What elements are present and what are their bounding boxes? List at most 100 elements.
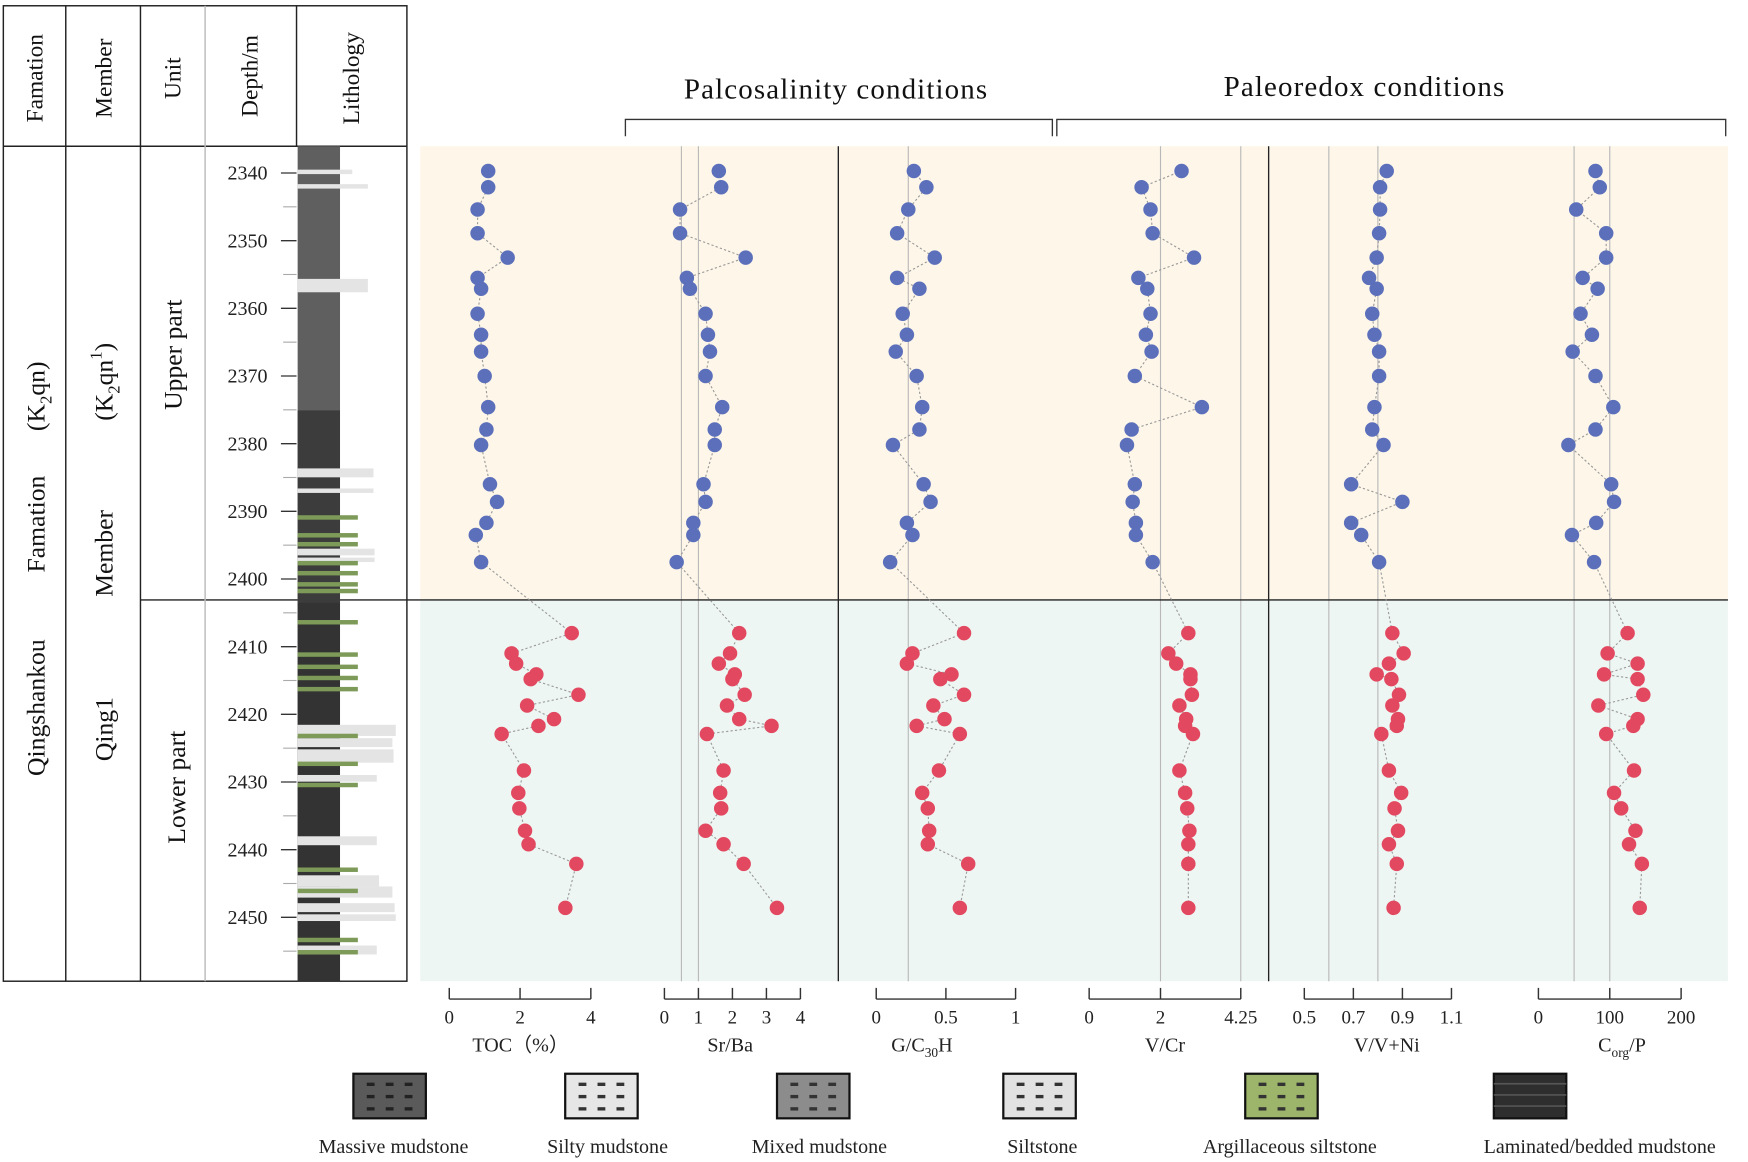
pattern-mark: [790, 1082, 799, 1087]
lower-point-corgp: [1613, 801, 1629, 816]
lower-part-background: [420, 599, 1728, 982]
upper-point-vvni: [1361, 270, 1377, 286]
argillaceous-siltstone-band: [297, 582, 358, 587]
pattern-mark: [597, 1107, 606, 1111]
upper-point-vvni: [1372, 202, 1388, 217]
lower-point-vvni: [1374, 726, 1389, 742]
lower-point-vvni: [1386, 900, 1401, 916]
upper-point-corgp: [1606, 399, 1621, 415]
upper-point-corgp: [1606, 494, 1622, 510]
upper-point-vcr: [1186, 250, 1202, 265]
salinity-group-title: Palcosalinity conditions: [684, 73, 988, 105]
upper-point-gam: [889, 270, 905, 286]
lower-point-gam: [920, 801, 936, 816]
pattern-mark: [828, 1082, 837, 1087]
argillaceous-siltstone-band: [297, 686, 358, 692]
lower-point-gam: [944, 667, 959, 682]
pattern-mark: [366, 1082, 375, 1087]
pattern-mark: [578, 1107, 587, 1111]
lower-point-vvni: [1381, 837, 1397, 852]
upper-point-corgp: [1584, 327, 1600, 342]
upper-point-corgp: [1598, 250, 1614, 265]
lower-point-vvni: [1389, 718, 1405, 734]
silty-mudstone-band: [297, 468, 374, 478]
lower-point-vvni: [1381, 656, 1397, 671]
upper-part-background: [420, 146, 1728, 600]
lower-point-srba: [769, 900, 785, 916]
upper-point-srba: [698, 494, 713, 510]
panel-gam: 0 0.5 1 G/C30H: [871, 163, 1020, 1060]
upper-point-vcr: [1131, 270, 1146, 286]
depth-tick-label: 2360: [227, 298, 267, 320]
x-tick-label: 0: [1534, 1008, 1543, 1029]
label-main: C: [1598, 1034, 1611, 1056]
silty-mudstone-band: [297, 836, 377, 846]
panel-toc: 0 2 4 TOC（%）: [445, 163, 596, 1056]
silty-mudstone-band: [297, 774, 377, 782]
argillaceous-siltstone-band: [297, 560, 358, 566]
upper-point-vcr: [1125, 494, 1140, 510]
upper-point-vcr: [1194, 399, 1210, 415]
legend-label: Laminated/bedded mudstone: [1484, 1136, 1716, 1158]
argillaceous-siltstone-band: [297, 675, 358, 681]
pattern-mark: [616, 1082, 625, 1087]
label-sub: org: [1612, 1045, 1630, 1060]
lower-point-gam: [960, 856, 976, 872]
pattern-mark: [790, 1107, 799, 1111]
lower-point-vcr: [1172, 763, 1187, 778]
upper-point-gam: [912, 281, 927, 296]
lower-point-srba: [725, 671, 740, 687]
upper-point-toc: [479, 515, 494, 531]
silty-mudstone-band: [297, 548, 375, 556]
lower-point-toc: [517, 823, 533, 838]
x-tick-label: 0.9: [1391, 1008, 1415, 1029]
pattern-mark: [1035, 1094, 1044, 1099]
upper-point-gam: [888, 344, 903, 359]
x-axis-label-toc: TOC（%）: [472, 1033, 569, 1056]
pattern-mark: [828, 1094, 837, 1099]
upper-point-vvni: [1367, 327, 1382, 342]
lower-point-vcr: [1185, 726, 1201, 742]
upper-point-gam: [899, 327, 915, 342]
depth-tick-label: 2350: [227, 230, 267, 252]
lower-point-gam: [952, 900, 968, 916]
legend-item: Siltstone: [1002, 1072, 1078, 1158]
lower-point-vvni: [1387, 801, 1402, 816]
upper-point-corgp: [1564, 527, 1580, 543]
upper-point-vvni: [1353, 527, 1369, 543]
legend-item: Laminated/bedded mudstone: [1484, 1072, 1716, 1158]
upper-point-toc: [473, 344, 489, 359]
upper-point-corgp: [1598, 225, 1614, 241]
upper-point-vvni: [1371, 554, 1387, 570]
label-main: Sr/Ba: [707, 1034, 753, 1056]
x-tick-label: 4.25: [1224, 1008, 1257, 1029]
lower-point-vcr: [1181, 837, 1196, 852]
argillaceous-siltstone-band: [297, 570, 358, 576]
upper-point-toc: [477, 368, 492, 384]
lower-point-toc: [569, 856, 584, 872]
lower-point-toc: [512, 801, 527, 816]
lower-point-srba: [716, 837, 731, 852]
pattern-mark: [366, 1107, 375, 1111]
lower-point-gam: [926, 698, 941, 713]
upper-point-vvni: [1371, 225, 1387, 241]
depth-tick-label: 2390: [227, 501, 267, 523]
upper-point-vvni: [1367, 399, 1382, 415]
lower-point-corgp: [1626, 763, 1642, 778]
label-tail: /P: [1629, 1034, 1646, 1056]
legend-swatch: [775, 1072, 851, 1120]
laminated-mudstone-band: [297, 602, 341, 982]
strat-table: [2, 5, 408, 982]
silty-mudstone-band: [297, 914, 396, 922]
lower-point-toc: [511, 785, 526, 801]
upper-point-corgp: [1586, 554, 1602, 570]
upper-point-gam: [919, 179, 934, 195]
lower-point-toc: [571, 687, 586, 702]
upper-point-gam: [927, 250, 943, 265]
legend-item: Mixed mudstone: [752, 1072, 887, 1158]
upper-point-toc: [479, 422, 494, 437]
silty-mudstone-band: [297, 724, 396, 736]
lower-point-srba: [737, 687, 752, 702]
x-tick-label: 3: [762, 1008, 771, 1029]
